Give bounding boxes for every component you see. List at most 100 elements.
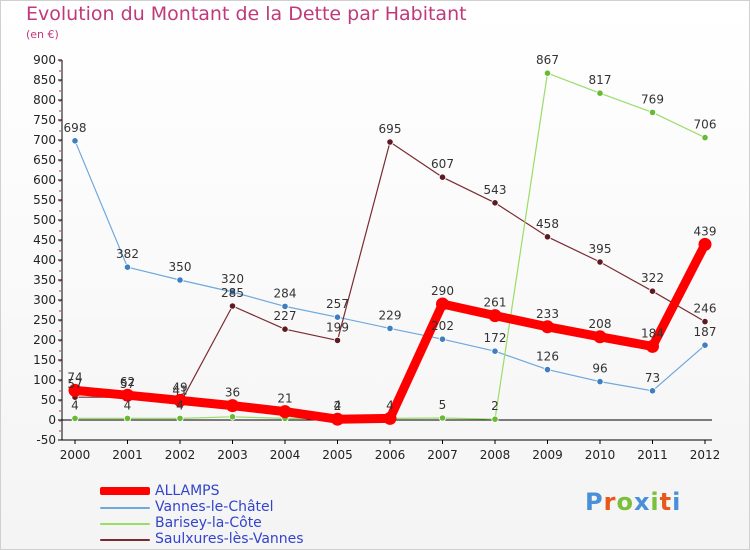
logo-letter: P <box>585 488 604 516</box>
data-point <box>228 288 237 296</box>
data-label: 4 <box>71 398 79 412</box>
y-tick-label: 700 <box>33 133 56 147</box>
data-label: 229 <box>379 308 402 322</box>
x-tick-label: 2000 <box>60 448 91 462</box>
data-point <box>438 414 447 422</box>
data-label: 458 <box>536 217 559 231</box>
y-tick-label: 500 <box>33 213 56 227</box>
data-point <box>491 199 499 207</box>
y-tick-label: 450 <box>33 233 56 247</box>
legend-swatch <box>100 507 150 509</box>
data-point <box>386 324 394 332</box>
legend-item-barisey-la-cote: Barisey-la-Côte <box>100 515 360 532</box>
y-tick-label: -50 <box>36 433 56 447</box>
data-label: 57 <box>120 377 135 391</box>
legend-label: ALLAMPS <box>155 483 220 499</box>
data-label: 867 <box>536 53 559 67</box>
data-point <box>123 263 132 271</box>
y-tick-label: 0 <box>48 413 56 427</box>
data-point <box>281 325 289 333</box>
data-label: 172 <box>484 331 507 345</box>
data-point <box>281 302 289 310</box>
data-point <box>121 388 134 402</box>
data-label: 49 <box>172 380 187 394</box>
data-label: 36 <box>225 386 240 400</box>
x-tick-label: 2008 <box>480 448 511 462</box>
data-label: 285 <box>221 286 244 300</box>
data-label: 184 <box>641 326 664 340</box>
data-label: 246 <box>694 302 717 316</box>
data-label: 5 <box>439 398 447 412</box>
data-point <box>438 335 447 343</box>
chart-series <box>68 69 712 426</box>
data-point <box>71 414 79 422</box>
legend-label: Barisey-la-Côte <box>155 515 262 531</box>
data-point <box>491 415 499 423</box>
x-tick-label: 2012 <box>690 448 721 462</box>
data-point <box>123 414 132 422</box>
data-label: 2 <box>334 399 342 413</box>
data-label: 4 <box>176 398 184 412</box>
data-point <box>71 137 79 145</box>
data-point <box>331 412 344 426</box>
data-point <box>701 134 709 142</box>
data-label: 322 <box>641 271 664 285</box>
logo-letter: i <box>672 488 682 516</box>
data-label: 261 <box>484 296 507 310</box>
data-point <box>438 173 447 181</box>
data-label: 4 <box>386 398 394 412</box>
chart-legend: ALLAMPS Vannes-le-Châtel Barisey-la-Côte… <box>100 483 360 548</box>
data-label: 698 <box>64 121 87 135</box>
data-point <box>333 336 342 344</box>
data-point <box>228 302 237 310</box>
data-label: 4 <box>124 398 132 412</box>
data-point <box>386 138 394 146</box>
proxiti-logo: Proxiti <box>585 488 681 516</box>
data-point <box>226 399 239 413</box>
data-point <box>543 69 552 77</box>
logo-letter: r <box>603 488 617 516</box>
data-label: 290 <box>431 284 454 298</box>
data-label: 695 <box>379 122 402 136</box>
y-tick-label: 850 <box>33 73 56 87</box>
data-label: 382 <box>116 247 139 261</box>
y-tick-label: 750 <box>33 113 56 127</box>
data-label: 227 <box>274 309 297 323</box>
data-label: 350 <box>169 260 192 274</box>
data-point <box>648 387 657 395</box>
data-label: 607 <box>431 157 454 171</box>
data-label: 320 <box>221 272 244 286</box>
legend-swatch <box>100 539 150 541</box>
data-point <box>543 365 552 374</box>
data-label: 2 <box>491 399 499 413</box>
data-point <box>491 347 499 355</box>
logo-letter: x <box>633 488 651 516</box>
data-label: 202 <box>431 319 454 333</box>
data-point <box>228 413 237 421</box>
data-label: 21 <box>277 392 292 406</box>
data-label: 543 <box>484 183 507 197</box>
x-tick-label: 2004 <box>270 448 301 462</box>
y-tick-label: 200 <box>33 333 56 347</box>
data-label: 199 <box>326 320 349 334</box>
data-label: 4 <box>334 398 342 412</box>
logo-letter: t <box>659 488 673 516</box>
logo-letter: o <box>616 488 634 516</box>
y-tick-label: 650 <box>33 153 56 167</box>
y-tick-label: 800 <box>33 93 56 107</box>
data-label: 74 <box>67 370 82 384</box>
legend-swatch <box>100 523 150 525</box>
y-tick-label: 600 <box>33 173 56 187</box>
data-label: 62 <box>120 375 135 389</box>
y-tick-label: 350 <box>33 273 56 287</box>
data-label: 817 <box>589 73 612 87</box>
legend-item-allamps: ALLAMPS <box>100 483 360 500</box>
data-point <box>541 320 554 334</box>
legend-label: Vannes-le-Châtel <box>155 499 274 515</box>
data-label: 126 <box>536 350 559 364</box>
data-label: 395 <box>589 242 612 256</box>
legend-label: Saulxures-lès-Vannes <box>155 531 304 547</box>
data-label: 41 <box>172 384 187 398</box>
data-point <box>698 237 712 251</box>
data-point <box>278 405 292 419</box>
